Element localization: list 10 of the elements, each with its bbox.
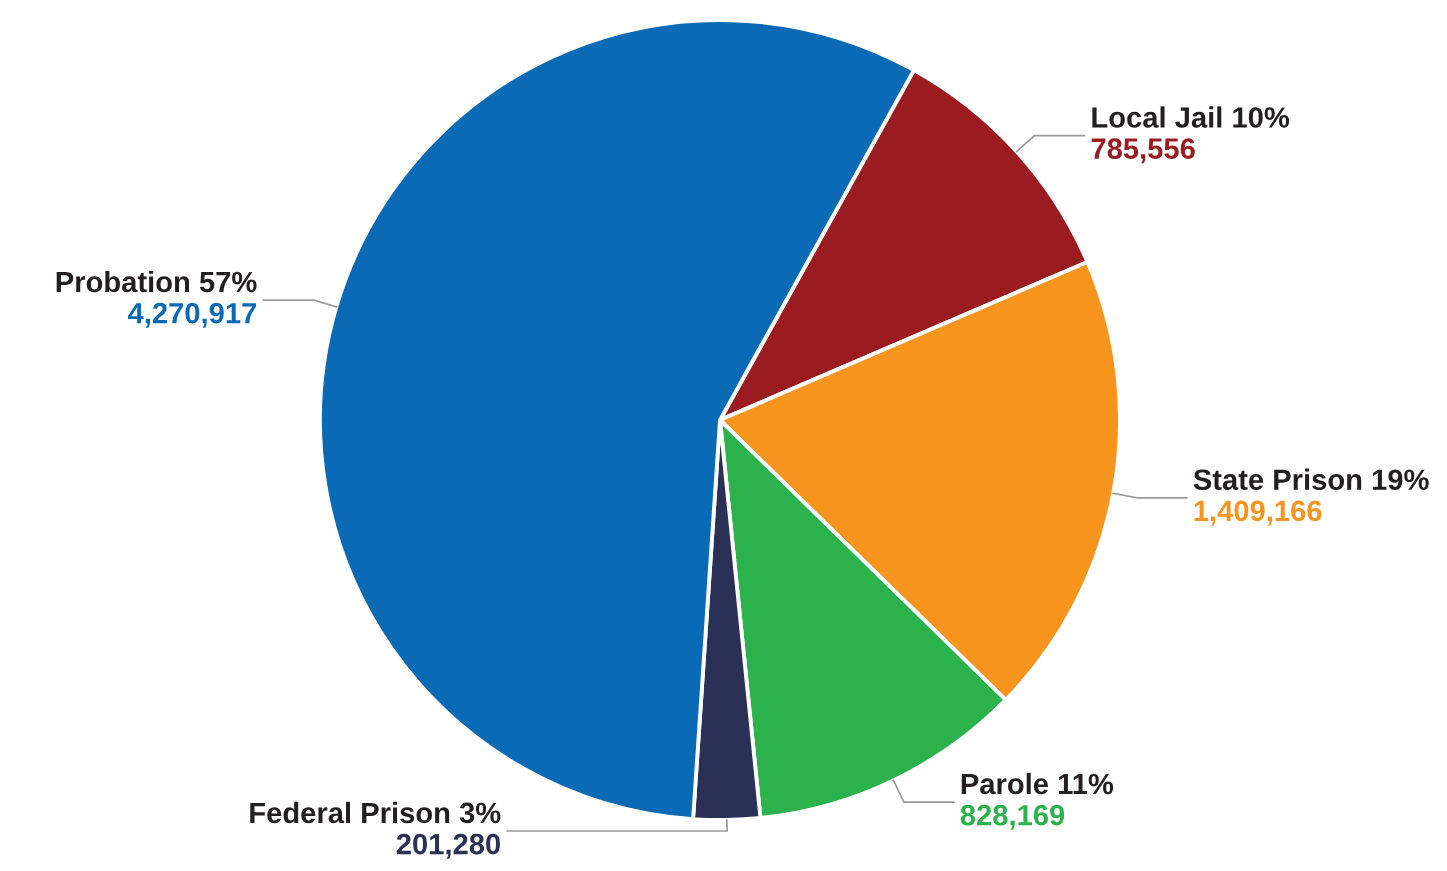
slice-label: Parole 11% xyxy=(961,772,1114,795)
slice-label: Local Jail 10% xyxy=(1092,106,1290,128)
slice-label: Federal Prison 3% xyxy=(250,801,501,824)
data-label: 785,556 xyxy=(1091,138,1195,164)
slice-label: Probation 57% xyxy=(56,270,257,293)
data-label: 828,169 xyxy=(960,804,1065,830)
slice-label: State Prison 19% xyxy=(1193,468,1429,491)
data-label: 201,280 xyxy=(396,833,501,859)
data-label: 4,270,917 xyxy=(128,302,257,328)
data-label: 1,409,166 xyxy=(1194,500,1322,526)
